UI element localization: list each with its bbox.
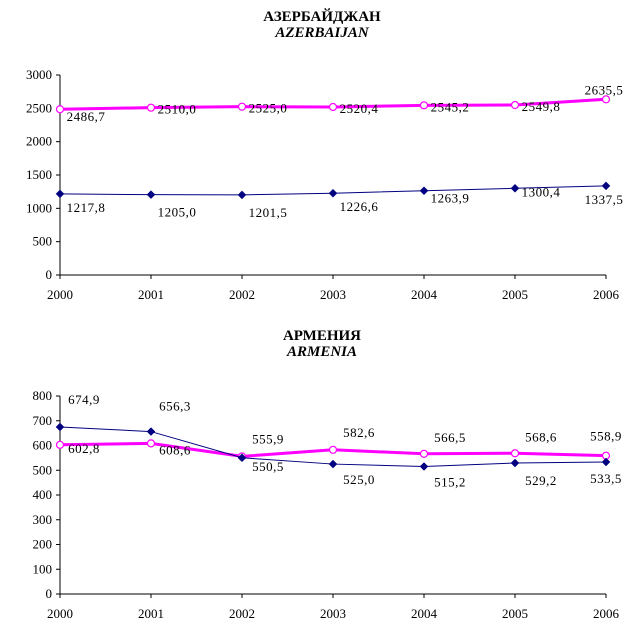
data-point-marker	[419, 462, 429, 471]
x-tick-label: 2002	[229, 606, 255, 621]
x-tick-label: 2003	[320, 287, 346, 302]
chart-subtitle: AZERBAIJAN	[275, 25, 369, 41]
chart-subtitle: ARMENIA	[286, 344, 358, 360]
x-tick-label: 2000	[47, 287, 73, 302]
y-tick-label: 0	[46, 586, 53, 601]
data-point-marker	[237, 102, 247, 111]
data-label: 555,9	[252, 431, 284, 446]
data-label: 568,6	[525, 429, 557, 444]
data-point-marker	[510, 183, 520, 193]
x-tick-label: 2000	[47, 606, 73, 621]
data-point-marker	[55, 440, 65, 449]
y-tick-label: 400	[33, 487, 53, 502]
data-label: 1337,5	[585, 192, 624, 207]
data-point-marker	[55, 189, 65, 199]
data-label: 566,5	[434, 430, 466, 445]
data-label: 1226,6	[340, 199, 379, 214]
azerbaijan-plot: 0 500 1000 1500 2000 2500 3000 2000 2001 2002 2003…	[26, 67, 624, 302]
x-tick-label: 2005	[502, 287, 528, 302]
y-tick-label: 500	[33, 234, 53, 249]
x-tick-label: 2004	[411, 606, 438, 621]
data-point-marker	[328, 445, 338, 454]
data-label: 2510,0	[158, 102, 197, 117]
data-point-marker	[510, 458, 520, 468]
y-tick-label: 2000	[26, 134, 52, 149]
x-tick-label: 2004	[411, 287, 438, 302]
chart-title: АЗЕРБАЙДЖАН	[263, 9, 381, 25]
data-label: 1217,8	[67, 200, 106, 215]
data-point-marker	[55, 105, 65, 114]
y-tick-label: 1500	[26, 167, 52, 182]
data-point-marker	[146, 439, 156, 448]
data-label: 2520,4	[340, 101, 379, 116]
data-point-marker	[601, 457, 611, 467]
data-label: 582,6	[343, 425, 375, 440]
y-tick-label: 200	[33, 537, 53, 552]
x-tick-label: 2001	[138, 606, 164, 621]
y-tick-label: 500	[33, 462, 53, 477]
data-label: 602,8	[68, 441, 100, 456]
data-label: 1201,5	[249, 205, 288, 220]
x-tick-label: 2002	[229, 287, 255, 302]
data-label: 533,5	[590, 471, 622, 486]
data-label: 1300,4	[522, 184, 561, 199]
x-tick-label: 2005	[502, 606, 528, 621]
data-label: 2525,0	[249, 101, 288, 116]
azerbaijan-chart: АЗЕРБАЙДЖАН AZERBAIJAN 0 500 1000 1500 2000 2…	[0, 0, 644, 310]
data-label: 1263,9	[431, 191, 470, 206]
y-tick-label: 1000	[26, 200, 52, 215]
x-tick-label: 2003	[320, 606, 346, 621]
data-label: 529,2	[525, 473, 557, 488]
data-point-marker	[601, 181, 611, 191]
data-point-marker	[328, 459, 338, 469]
y-tick-label: 700	[33, 413, 53, 428]
data-label: 1205,0	[158, 205, 197, 220]
data-label: 674,9	[68, 392, 100, 407]
data-label: 656,3	[159, 399, 191, 414]
y-tick-label: 0	[46, 267, 53, 282]
y-tick-label: 600	[33, 438, 53, 453]
y-tick-label: 300	[33, 512, 53, 527]
data-label: 525,0	[343, 472, 375, 487]
data-label: 2545,2	[431, 99, 470, 114]
data-label: 2635,5	[585, 82, 624, 97]
data-label: 2486,7	[67, 109, 106, 124]
y-tick-label: 2500	[26, 100, 52, 115]
data-label: 515,2	[434, 474, 466, 489]
y-tick-label: 100	[33, 561, 53, 576]
data-point-marker	[146, 427, 156, 436]
data-point-marker	[419, 186, 429, 196]
data-point-marker	[328, 102, 338, 112]
data-point-marker	[237, 453, 247, 463]
data-point-marker	[510, 100, 520, 110]
data-point-marker	[146, 103, 156, 112]
data-label: 550,5	[252, 459, 284, 474]
data-point-marker	[419, 101, 429, 110]
data-point-marker	[328, 188, 338, 198]
x-tick-label: 2006	[593, 287, 620, 302]
data-point-marker	[510, 449, 520, 458]
x-tick-label: 2006	[593, 606, 620, 621]
y-tick-label: 800	[33, 388, 53, 403]
chart-title: АРМЕНИЯ	[282, 328, 362, 344]
y-tick-label: 3000	[26, 67, 52, 82]
data-point-marker	[146, 190, 156, 200]
data-label: 608,6	[159, 442, 191, 457]
data-label: 558,9	[590, 429, 622, 444]
data-label: 2549,8	[522, 99, 561, 114]
data-point-marker	[601, 95, 611, 104]
data-point-marker	[419, 449, 429, 458]
x-tick-label: 2001	[138, 287, 164, 302]
data-point-marker	[237, 190, 247, 200]
data-point-marker	[55, 422, 65, 432]
